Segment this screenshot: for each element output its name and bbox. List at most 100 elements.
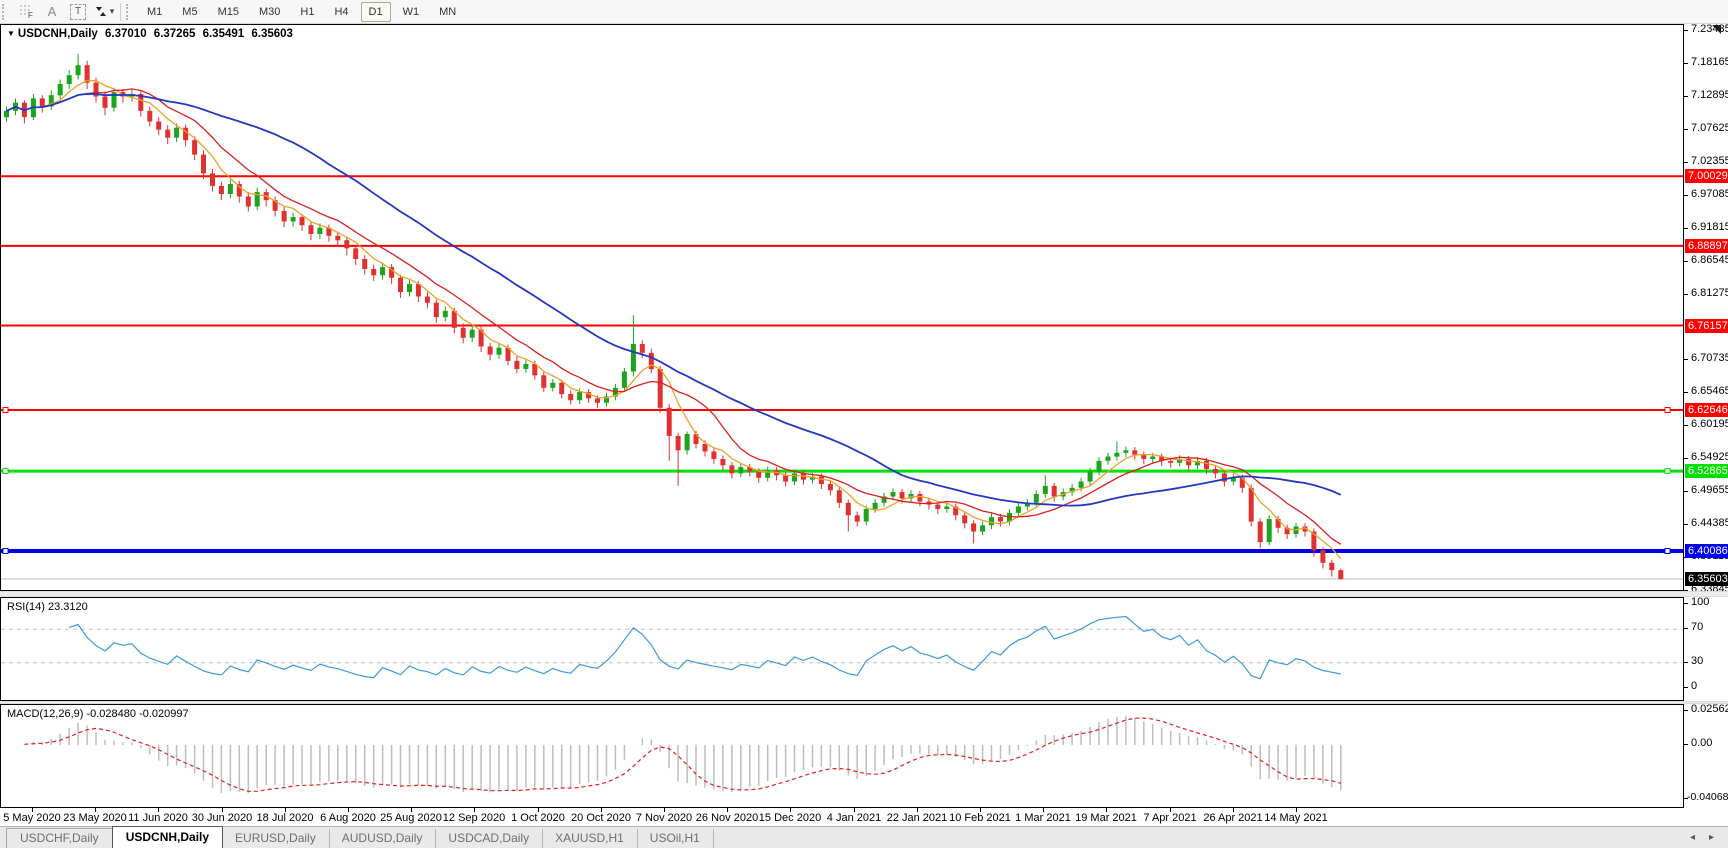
date-label: 1 Mar 2021 [1015,812,1071,824]
date-tick [538,808,539,812]
date-tick [32,808,33,812]
timeframe-button-h4[interactable]: H4 [334,5,349,18]
timeframe-button-m5[interactable]: M5 [182,5,198,18]
timeframe-button-w1[interactable]: W1 [402,5,420,18]
collapse-icon[interactable]: ▼ [7,29,15,38]
date-label: 26 Apr 2021 [1203,812,1263,824]
date-tick [727,808,728,812]
high-value: 6.37265 [153,28,196,40]
toolbar-separator [120,2,121,21]
price-tick-label: 6.54925 [1691,451,1728,463]
date-label: 7 Apr 2021 [1143,812,1197,824]
panel-splitter[interactable] [0,701,1728,704]
axis-tick [1684,425,1688,426]
axis-tick [1684,30,1688,31]
grid-fib-tool-button[interactable]: F [14,1,38,23]
axis-tick [1684,798,1688,799]
date-tick [1043,808,1044,812]
timeframe-button-m1[interactable]: M1 [147,5,163,18]
top-toolbar: F A T ▾ M1 M5 M15 M30 H1 H4 D1 W1 MN [0,0,1728,24]
chart-tab-usdcad[interactable]: USDCAD,Daily [435,829,544,848]
rsi-axis: 100 70 30 0 [1684,596,1728,701]
axis-tick [1684,96,1688,97]
hline-handle[interactable] [2,548,9,554]
chart-tab-usdchf[interactable]: USDCHF,Daily [6,828,113,848]
ma-slow-line [6,92,1342,507]
chart-tab-xauusd[interactable]: XAUUSD,H1 [542,829,638,848]
main-chart-panel[interactable]: ▼ USDCNH,Daily 6.37010 6.37265 6.35491 6.… [0,24,1684,591]
price-tick-label: 6.86545 [1691,254,1728,266]
chart-tab-bar: USDCHF,Daily USDCNH,Daily EURUSD,Daily AUDU… [0,826,1728,848]
timeframe-button-mn[interactable]: MN [439,5,457,18]
chart-title: ▼ USDCNH,Daily 6.37010 6.37265 6.35491 6.… [7,28,297,40]
price-tick-label: 7.07625 [1691,122,1728,134]
price-tick-label: 6.49655 [1691,484,1728,496]
hline-price-badge: 7.00029 [1685,169,1728,183]
date-tick [664,808,665,812]
date-tick [854,808,855,812]
date-tick [790,808,791,812]
date-label: 11 Jun 2020 [128,812,188,824]
arrows-tool-button[interactable]: ▾ [92,1,116,23]
macd-signal-line [24,717,1341,792]
panel-splitter[interactable] [0,591,1728,597]
candlestick-chart-canvas[interactable] [1,25,1683,590]
date-tick [348,808,349,812]
price-tick-label: 6.60195 [1691,418,1728,430]
axis-tick [1684,491,1688,492]
scroll-left-icon[interactable]: ◂ [1689,832,1695,843]
hline-handle[interactable] [2,407,9,413]
hline-price-badge: 6.52865 [1685,464,1728,478]
time-axis[interactable]: 5 May 2020 23 May 2020 11 Jun 2020 30 Jun 2… [0,808,1728,826]
axis-tick [1684,628,1688,629]
date-label: 12 Sep 2020 [442,812,506,824]
scroll-right-icon[interactable]: ▸ [1708,832,1714,843]
hline-handle[interactable] [2,468,9,475]
timeframe-button-d1[interactable]: D1 [360,1,391,22]
candles-series [4,54,1344,580]
date-tick [158,808,159,812]
hline-handle[interactable] [1664,548,1671,554]
timeframe-button-h1[interactable]: H1 [300,5,315,18]
text-tool-button[interactable]: A [40,1,64,23]
date-label: 25 Aug 2020 [380,812,442,824]
date-tick [474,808,475,812]
toolbar-grip[interactable] [2,3,9,20]
chart-tab-audusd[interactable]: AUDUSD,Daily [329,829,437,848]
rsi-indicator-panel[interactable]: RSI(14) 23.3120 [0,597,1684,701]
chart-tab-eurusd[interactable]: EURUSD,Daily [222,829,330,848]
hline-handle[interactable] [1664,468,1671,475]
timeframe-button-m15[interactable]: M15 [217,5,239,18]
hline-price-badge: 6.88897 [1685,239,1728,253]
timeframe-button-m30[interactable]: M30 [258,5,281,18]
macd-chart-canvas[interactable] [1,705,1683,807]
price-tick-label: 6.81275 [1691,287,1728,299]
macd-indicator-panel[interactable]: MACD(12,26,9) -0.028480 -0.020997 [0,704,1684,808]
rsi-chart-canvas[interactable] [1,598,1683,700]
date-label: 4 Jan 2021 [826,812,882,824]
chart-shift-triangle-icon[interactable] [1712,25,1721,34]
label-t-icon: T [70,3,86,20]
rsi-label: RSI(14) 23.3120 [7,601,88,613]
label-tool-button[interactable]: T [66,1,90,23]
date-label: 19 Mar 2021 [1075,812,1137,824]
low-value: 6.35491 [202,28,245,40]
date-label: 26 Nov 2020 [695,812,759,824]
date-tick [1296,808,1297,812]
tab-scroll-controls: ◂ ▸ [1690,832,1714,843]
rsi-line [69,615,1341,680]
price-tick-label: 7.23435 [1691,23,1728,35]
price-tick-label: 6.65465 [1691,385,1728,397]
axis-tick [1684,710,1688,711]
axis-tick [1684,359,1688,360]
date-label: 22 Jan 2021 [886,812,948,824]
chart-tab-usdcnh[interactable]: USDCNH,Daily [111,826,224,848]
chart-tab-usoil[interactable]: USOil,H1 [637,829,714,848]
hline-handle[interactable] [1664,407,1671,413]
macd-axis: 0.025623 0.00 -0.040687 [1684,703,1728,808]
timeframe-group-grip[interactable] [126,3,133,20]
price-axis[interactable]: 7.23435 7.18165 7.12895 7.07625 7.02355 6.970… [1684,23,1728,595]
open-value: 6.37010 [105,28,147,40]
date-label: 5 May 2020 [3,812,61,824]
